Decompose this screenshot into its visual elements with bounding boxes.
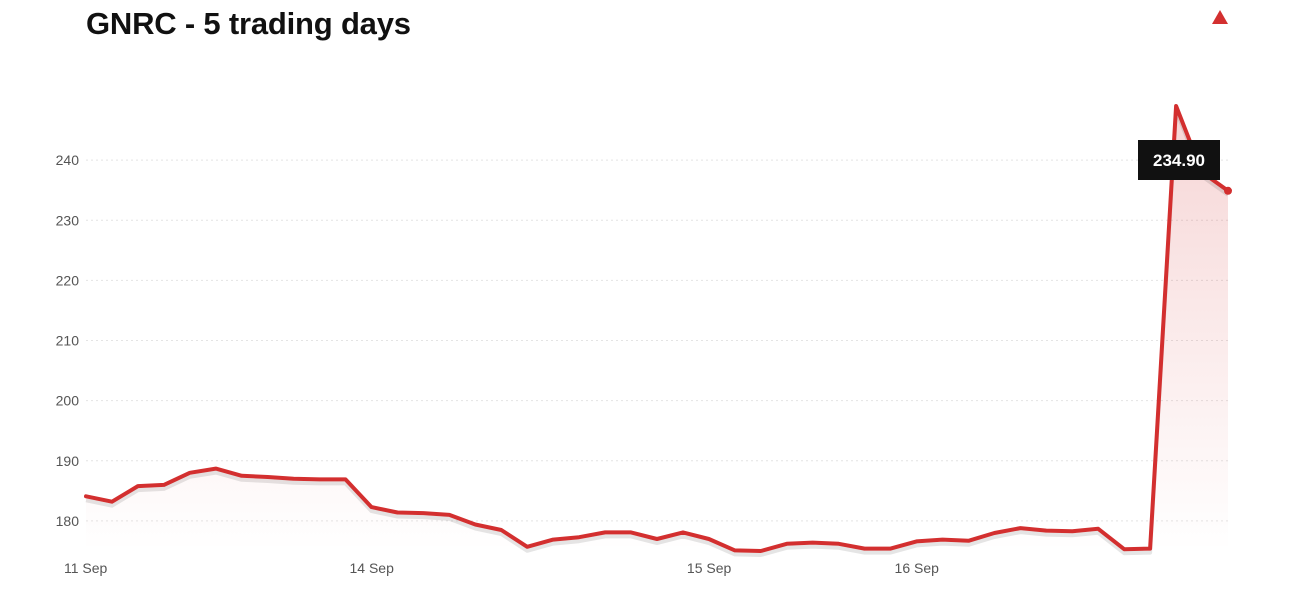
tooltip-value: 234.90 <box>1153 151 1205 170</box>
y-tick-label: 240 <box>56 152 80 168</box>
data-point <box>1018 526 1022 530</box>
data-point <box>1174 104 1178 108</box>
data-point <box>1122 547 1126 551</box>
data-point <box>785 542 789 546</box>
data-point <box>1070 529 1074 533</box>
data-point <box>629 530 633 534</box>
data-point <box>1096 527 1100 531</box>
series-line <box>84 104 1230 553</box>
y-tick-label: 210 <box>56 333 80 349</box>
data-point <box>992 531 996 535</box>
data-point <box>110 500 114 504</box>
data-point <box>707 537 711 541</box>
data-point <box>551 538 555 542</box>
series-line-shadow <box>85 108 1230 557</box>
data-point <box>681 530 685 534</box>
y-tick-label: 200 <box>56 393 80 409</box>
data-point <box>344 477 348 481</box>
data-point <box>863 547 867 551</box>
data-point <box>759 549 763 553</box>
data-point <box>966 539 970 543</box>
tooltip: 234.90 <box>1138 140 1232 195</box>
data-point <box>733 548 737 552</box>
data-point <box>1044 529 1048 533</box>
data-point <box>188 471 192 475</box>
data-point <box>525 545 529 549</box>
y-tick-label: 190 <box>56 453 80 469</box>
x-tick-label: 14 Sep <box>350 560 395 576</box>
data-point <box>84 494 88 498</box>
data-point <box>473 523 477 527</box>
data-point <box>655 537 659 541</box>
y-tick-label: 180 <box>56 513 80 529</box>
series-area <box>86 106 1228 551</box>
data-point <box>499 528 503 532</box>
series-price <box>84 104 1230 557</box>
data-point <box>837 542 841 546</box>
grid <box>86 159 1228 522</box>
data-point <box>889 547 893 551</box>
data-point <box>577 535 581 539</box>
data-point <box>266 475 270 479</box>
data-point <box>941 538 945 542</box>
last-point-marker <box>1224 186 1232 195</box>
data-point <box>447 513 451 517</box>
data-point <box>811 541 815 545</box>
data-point <box>421 511 425 515</box>
data-point <box>370 505 374 509</box>
data-point <box>395 511 399 515</box>
data-point <box>915 539 919 543</box>
y-tick-label: 220 <box>56 272 80 288</box>
y-tick-label: 230 <box>56 212 80 228</box>
data-point <box>603 530 607 534</box>
triangle-up-icon <box>1212 10 1228 24</box>
y-axis: 180 190 200 210 220 230 240 <box>56 152 80 529</box>
tooltip-box <box>1138 140 1220 180</box>
data-point <box>240 474 244 478</box>
data-point <box>162 483 166 487</box>
x-tick-label: 16 Sep <box>895 560 940 576</box>
chart-title: GNRC - 5 trading days <box>86 6 411 41</box>
data-point <box>318 477 322 481</box>
x-axis: 11 Sep 14 Sep 15 Sep 16 Sep <box>64 560 939 576</box>
x-tick-label: 11 Sep <box>64 560 108 576</box>
data-point <box>292 477 296 481</box>
data-point <box>136 484 140 488</box>
data-point <box>1148 547 1152 551</box>
x-tick-label: 15 Sep <box>687 560 732 576</box>
data-point <box>214 467 218 471</box>
